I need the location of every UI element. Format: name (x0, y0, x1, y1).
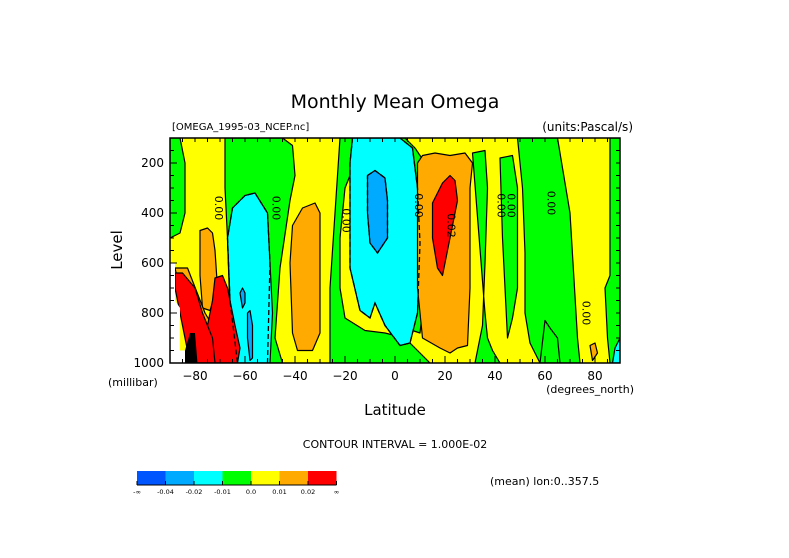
x-axis-units: (degrees_north) (546, 383, 634, 396)
contour-region-neg0p01 (539, 319, 561, 363)
dashed-contour-line (366, 169, 389, 255)
contour-label: 0.00 (505, 193, 518, 218)
file-label: [OMEGA_1995-03_NCEP.nc] (172, 122, 309, 133)
colorbar-swatch (308, 471, 337, 485)
contour-region-0p01 (589, 342, 599, 362)
contour-region-neg0p04 (246, 309, 254, 362)
axis-minor-ticks (170, 138, 620, 363)
colorbar-label: 0.01 (272, 488, 286, 496)
x-tick-label: 80 (587, 369, 602, 383)
y-axis-ticks: 200 400 600 800 1000 (133, 156, 177, 370)
x-tick-label: 0 (391, 369, 399, 383)
x-axis-label: Latitude (364, 401, 426, 419)
contour-label: 0.00 (545, 191, 558, 216)
colorbar-swatch (137, 471, 166, 485)
contour-region-neg0p01 (499, 154, 519, 339)
y-tick-label: 400 (141, 206, 164, 220)
y-tick-label: 1000 (133, 356, 164, 370)
contour-region-neg0p01 (604, 138, 620, 363)
y-tick-label: 600 (141, 256, 164, 270)
contour-region-neg0p04 (366, 169, 389, 254)
dashed-contour-line (226, 192, 271, 363)
footer-text: (mean) lon:0..357.5 (490, 475, 599, 488)
x-tick-label: −60 (232, 369, 257, 383)
colorbar-label: -0.04 (157, 488, 174, 496)
contour-region-neg0p01 (516, 138, 581, 363)
x-tick-label: 40 (487, 369, 502, 383)
contour-label: 0.00 (412, 193, 425, 218)
colorbar-swatch (165, 471, 194, 485)
contour-region-0p02 (174, 272, 216, 363)
colorbar-label: 0.02 (301, 488, 315, 496)
contour-region-0p01 (289, 202, 321, 352)
negative-contour-lines (226, 138, 421, 363)
x-tick-label: −40 (282, 369, 307, 383)
contour-label: 0.00 (212, 196, 225, 221)
x-tick-label: 60 (537, 369, 552, 383)
contour-region-neg0p01 (471, 149, 501, 363)
contour-label: 0.00 (495, 193, 508, 218)
x-axis-ticks: −80 −60 −40 −20 0 20 40 60 80 (182, 356, 603, 383)
colorbar-label: -0.01 (214, 488, 231, 496)
colorbar-swatch (222, 471, 251, 485)
contour-label: 0.02 (445, 213, 458, 238)
colorbar: -∞ -0.04 -0.02 -0.01 0.0 0.01 0.02 ∞ (133, 471, 339, 496)
y-tick-label: 800 (141, 306, 164, 320)
colorbar-label: -∞ (133, 488, 141, 496)
contour-interval-text: CONTOUR INTERVAL = 1.000E-02 (303, 438, 487, 451)
colorbar-swatch (194, 471, 223, 485)
colorbar-label: ∞ (334, 488, 339, 496)
contour-labels: 0.00 0.000.000.000.020.000.00 0.000.00 (212, 191, 593, 326)
colorbar-swatch (251, 471, 280, 485)
colorbar-label: -0.02 (186, 488, 203, 496)
chart-title: Monthly Mean Omega (291, 91, 500, 113)
contour-fill-regions (170, 138, 620, 363)
contour-label: 0.00 (340, 208, 353, 233)
contour-label: 0.00 (270, 196, 283, 221)
contour-label: 0.00 (580, 301, 593, 326)
x-tick-label: −80 (182, 369, 207, 383)
contour-region-0p02 (206, 274, 241, 363)
y-axis-units: (millibar) (108, 376, 158, 389)
contour-region-0p02 (431, 174, 459, 277)
x-tick-label: 20 (437, 369, 452, 383)
y-axis-label: Level (108, 230, 126, 270)
contour-region-missing (185, 333, 198, 363)
colorbar-label: 0.0 (246, 488, 256, 496)
y-tick-label: 200 (141, 156, 164, 170)
dashed-contour-line (349, 138, 421, 347)
contour-region-neg0p04 (239, 287, 246, 309)
x-tick-label: −20 (332, 369, 357, 383)
colorbar-swatch (279, 471, 308, 485)
units-label: (units:Pascal/s) (542, 120, 633, 134)
